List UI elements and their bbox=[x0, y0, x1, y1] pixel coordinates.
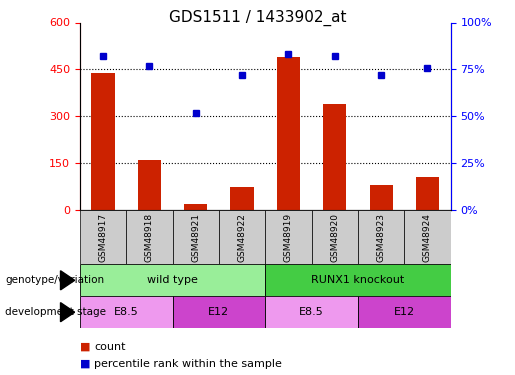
Bar bbox=[265, 210, 312, 264]
Bar bbox=[265, 264, 451, 296]
Bar bbox=[277, 57, 300, 210]
Bar bbox=[173, 296, 265, 328]
Bar bbox=[126, 210, 173, 264]
Text: GSM48918: GSM48918 bbox=[145, 213, 154, 262]
Text: E12: E12 bbox=[208, 307, 230, 317]
Text: percentile rank within the sample: percentile rank within the sample bbox=[94, 359, 282, 369]
Bar bbox=[80, 210, 126, 264]
Bar bbox=[369, 185, 392, 210]
Text: ■: ■ bbox=[80, 342, 90, 352]
Bar bbox=[173, 210, 219, 264]
Bar bbox=[138, 160, 161, 210]
Text: GSM48923: GSM48923 bbox=[376, 213, 386, 262]
Text: development stage: development stage bbox=[5, 307, 106, 317]
Text: GSM48919: GSM48919 bbox=[284, 213, 293, 262]
Bar bbox=[404, 210, 451, 264]
Text: RUNX1 knockout: RUNX1 knockout bbox=[311, 275, 405, 285]
Bar bbox=[80, 264, 265, 296]
Text: GSM48922: GSM48922 bbox=[237, 213, 247, 262]
Polygon shape bbox=[61, 303, 75, 322]
Text: genotype/variation: genotype/variation bbox=[5, 275, 104, 285]
Text: wild type: wild type bbox=[147, 275, 198, 285]
Bar bbox=[416, 177, 439, 210]
Bar bbox=[80, 296, 173, 328]
Bar bbox=[265, 296, 358, 328]
Text: GSM48920: GSM48920 bbox=[330, 213, 339, 262]
Text: GSM48921: GSM48921 bbox=[191, 213, 200, 262]
Bar bbox=[219, 210, 265, 264]
Polygon shape bbox=[61, 271, 75, 290]
Bar bbox=[358, 210, 404, 264]
Text: E8.5: E8.5 bbox=[114, 307, 139, 317]
Bar bbox=[323, 104, 346, 210]
Text: E8.5: E8.5 bbox=[299, 307, 324, 317]
Bar bbox=[358, 296, 451, 328]
Bar bbox=[92, 72, 114, 210]
Text: E12: E12 bbox=[393, 307, 415, 317]
Bar bbox=[231, 187, 253, 210]
Text: GSM48924: GSM48924 bbox=[423, 213, 432, 262]
Text: GDS1511 / 1433902_at: GDS1511 / 1433902_at bbox=[169, 9, 346, 26]
Bar bbox=[184, 204, 207, 210]
Text: count: count bbox=[94, 342, 126, 352]
Text: GSM48917: GSM48917 bbox=[98, 213, 108, 262]
Text: ■: ■ bbox=[80, 359, 90, 369]
Bar bbox=[312, 210, 358, 264]
